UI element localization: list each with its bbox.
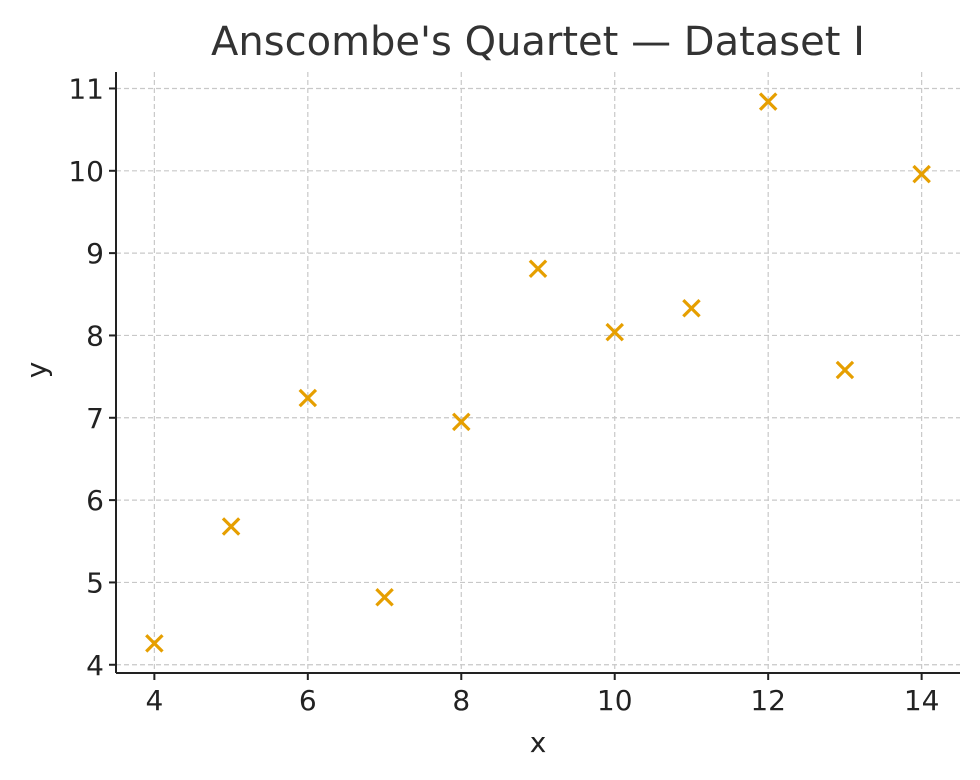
x-tick-label: 8 [452,684,470,717]
data-points [145,92,931,653]
y-tick-label: 9 [86,237,104,270]
y-axis-label: y [20,362,53,379]
y-tick-label: 6 [86,484,104,517]
data-point [835,360,855,380]
data-point [605,322,624,342]
axis-ticks: 4 6 8 10 12 14 4 5 6 7 8 9 10 11 [68,72,939,717]
data-point [298,388,318,408]
y-tick-label: 10 [68,155,104,188]
data-point [758,92,778,111]
x-tick-label: 4 [145,684,163,717]
y-tick-label: 4 [86,649,104,682]
y-tick-label: 8 [86,319,104,352]
data-point [221,517,241,536]
axes-spines [115,72,960,674]
chart-title: Anscombe's Quartet — Dataset I [211,19,865,65]
x-tick-label: 6 [299,684,317,717]
y-tick-label: 11 [68,72,104,105]
data-point [452,412,471,432]
x-tick-label: 10 [597,684,633,717]
data-point [682,299,701,318]
data-point [528,259,548,279]
data-point [145,634,164,653]
x-axis-label: x [530,726,547,759]
data-point [375,587,394,607]
y-tick-label: 7 [86,402,104,435]
y-tick-label: 5 [86,566,104,599]
x-tick-label: 14 [904,684,940,717]
data-point [912,164,931,184]
grid [116,72,960,673]
x-tick-label: 12 [750,684,786,717]
